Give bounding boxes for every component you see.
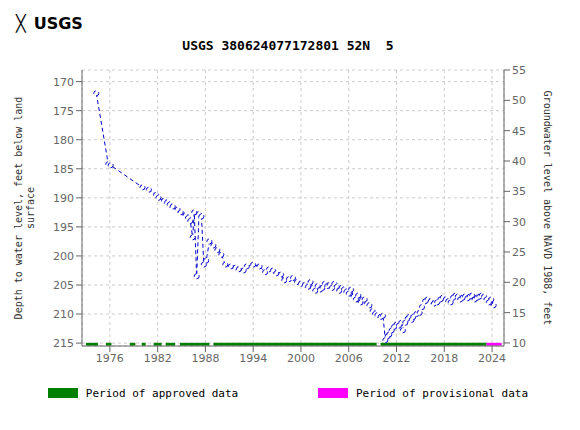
svg-text:Groundwater level above NAVD 1: Groundwater level above NAVD 1988, feet — [542, 91, 553, 326]
svg-text:2024: 2024 — [478, 352, 506, 365]
svg-text:2018: 2018 — [430, 352, 458, 365]
svg-text:20: 20 — [512, 276, 526, 289]
svg-text:10: 10 — [512, 337, 526, 350]
svg-text:180: 180 — [53, 134, 74, 147]
svg-text:1988: 1988 — [191, 352, 219, 365]
svg-text:185: 185 — [53, 163, 74, 176]
svg-text:215: 215 — [53, 337, 74, 350]
svg-text:190: 190 — [53, 192, 74, 205]
svg-text:170: 170 — [53, 76, 74, 89]
svg-text:55: 55 — [512, 64, 526, 77]
svg-text:2012: 2012 — [383, 352, 411, 365]
svg-text:195: 195 — [53, 221, 74, 234]
svg-text:30: 30 — [512, 216, 526, 229]
html-text:USGS 380624077172801 52N 5: USGS 380624077172801 52N 5 — [182, 38, 394, 53]
svg-text:1976: 1976 — [96, 352, 124, 365]
svg-text:1994: 1994 — [239, 352, 267, 365]
svg-text:Depth to water level, feet bel: Depth to water level, feet below landsur… — [13, 97, 36, 320]
svg-text:40: 40 — [512, 155, 526, 168]
svg-text:205: 205 — [53, 279, 74, 292]
html-text:Period of provisional data: Period of provisional data — [355, 386, 529, 400]
svg-text:50: 50 — [512, 94, 526, 107]
html-text:USGS: USGS — [33, 13, 83, 33]
svg-text:35: 35 — [512, 185, 526, 198]
svg-text:25: 25 — [512, 246, 526, 259]
svg-text:200: 200 — [53, 250, 74, 263]
svg-text:1982: 1982 — [144, 352, 172, 365]
svg-text:175: 175 — [53, 105, 74, 118]
svg-text:45: 45 — [512, 125, 526, 138]
svg-text:210: 210 — [53, 308, 74, 321]
svg-text:15: 15 — [512, 307, 526, 320]
svg-text:2006: 2006 — [335, 352, 363, 365]
html-text:Period of approved data: Period of approved data — [85, 386, 239, 400]
svg-text:2000: 2000 — [287, 352, 315, 365]
